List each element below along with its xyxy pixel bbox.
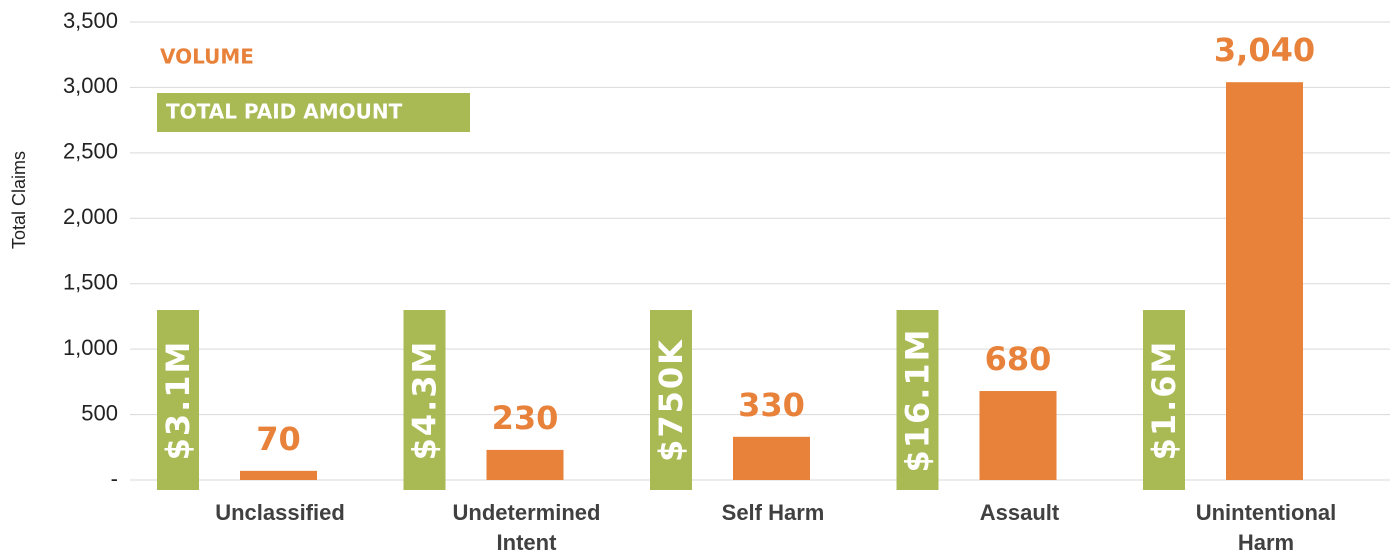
y-tick-label: - (111, 466, 118, 491)
bar (979, 391, 1057, 480)
bar (486, 449, 564, 480)
x-tick-label: Assault (979, 500, 1060, 525)
y-tick-label: 500 (81, 400, 118, 425)
x-tick-label: Unclassified (215, 500, 345, 525)
bar (240, 470, 317, 480)
y-tick-label: 1,500 (63, 270, 118, 295)
value-label: 330 (738, 386, 805, 424)
y-axis-label: Total Claims (9, 151, 29, 249)
y-tick-label: 3,000 (63, 73, 118, 98)
y-tick-label: 2,000 (63, 204, 118, 229)
bar (733, 436, 810, 480)
paid-amount-box (650, 310, 692, 490)
x-tick-label: Unintentional Harm (1195, 500, 1337, 555)
y-tick-label: 3,500 (63, 8, 118, 33)
value-label: 70 (256, 420, 301, 458)
paid-amount-label: $16.1M (899, 327, 937, 472)
legend-label: TOTAL PAID AMOUNT (166, 100, 403, 124)
paid-amount-box (403, 310, 446, 490)
bar (1226, 82, 1303, 481)
y-tick-label: 2,500 (63, 139, 118, 164)
paid-amount-label: $1.6M (1145, 340, 1183, 461)
y-tick-label: 1,000 (63, 335, 118, 360)
paid-amount-label: $3.1M (159, 340, 197, 461)
x-tick-label: Undetermined Intent (452, 500, 601, 555)
legend-swatch (157, 93, 470, 132)
value-label: 3,040 (1214, 31, 1315, 69)
value-label: 230 (492, 399, 559, 437)
paid-amount-label: $4.3M (406, 340, 444, 461)
paid-amount-box (896, 310, 939, 490)
value-label: 680 (985, 340, 1052, 378)
paid-amount-label: $750K (652, 338, 690, 462)
paid-amount-box (157, 310, 199, 490)
x-tick-label: Self Harm (721, 500, 825, 525)
legend-label: VOLUME (160, 45, 254, 69)
paid-amount-box (1143, 310, 1185, 490)
